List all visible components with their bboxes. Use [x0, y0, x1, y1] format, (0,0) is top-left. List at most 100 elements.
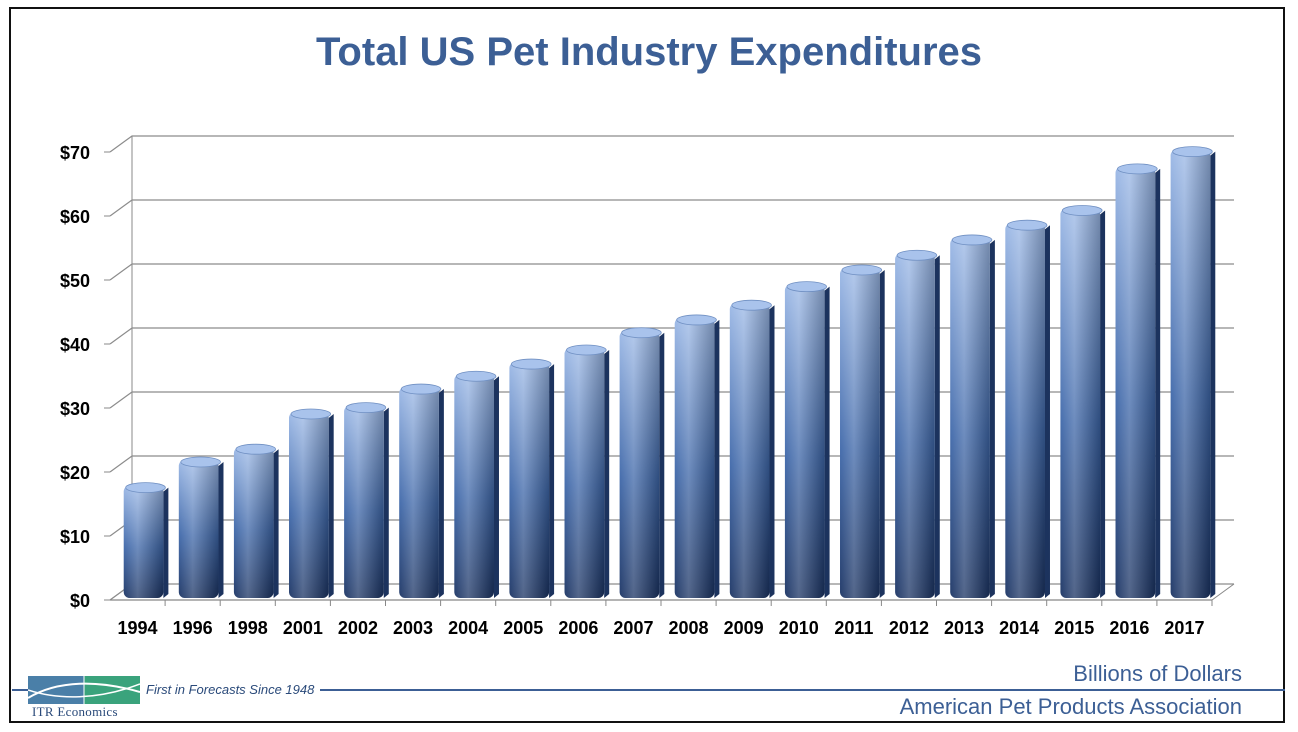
bar-side [1044, 225, 1050, 598]
bar-shine [289, 412, 329, 598]
bar-top [786, 281, 827, 293]
bar-side [659, 332, 665, 598]
bar-side [549, 364, 555, 598]
bar-side [163, 487, 169, 598]
bar-top [1172, 146, 1213, 158]
bar-shine [729, 303, 770, 598]
bar-side [604, 350, 610, 598]
bar [729, 299, 775, 598]
grid-line [109, 135, 1234, 153]
units-note: Billions of Dollars [1067, 661, 1242, 687]
bar [840, 264, 885, 598]
bar [289, 408, 334, 598]
x-tick-label: 2015 [1054, 618, 1094, 638]
y-tick-label: $0 [70, 591, 90, 611]
bar-shine [674, 317, 715, 598]
x-tick-label: 2004 [448, 618, 488, 638]
bar-side [714, 319, 720, 598]
x-tick-label: 2017 [1164, 618, 1204, 638]
bar-shine [784, 284, 825, 598]
y-tick-label: $30 [60, 399, 90, 419]
x-tick-label: 1996 [173, 618, 213, 638]
bar [233, 443, 279, 598]
chart-title: Total US Pet Industry Expenditures [315, 30, 983, 74]
bar-top [235, 443, 276, 455]
bar-shine [178, 460, 219, 598]
bar [454, 370, 499, 598]
bar-top [1117, 163, 1158, 175]
bar-side [1210, 151, 1216, 598]
bar [950, 234, 995, 599]
bar-top [621, 327, 662, 339]
footer-divider [12, 689, 1285, 691]
y-axis-ticks: $0 $10 $20 $30 $40 $50 $60 $70 [60, 143, 110, 611]
y-tick-label: $50 [60, 271, 90, 291]
bar-top [345, 402, 387, 414]
bars [123, 146, 1216, 599]
bar-top [511, 358, 552, 370]
bar-shine [1115, 166, 1156, 598]
bar-top [455, 370, 497, 382]
bar [1005, 219, 1050, 598]
bar-top [896, 249, 938, 261]
bar-top [180, 456, 221, 468]
x-tick-label: 2014 [999, 618, 1039, 638]
x-tick-label: 2013 [944, 618, 984, 638]
bar-side [879, 270, 885, 598]
bar-shine [1005, 223, 1045, 598]
x-tick-label: 2009 [724, 618, 764, 638]
y-tick-label: $60 [60, 207, 90, 227]
bar-top [676, 314, 717, 326]
grid-line [109, 199, 1234, 217]
bar [123, 482, 169, 598]
x-tick-label: 2003 [393, 618, 433, 638]
bar [1170, 146, 1216, 598]
source-note: American Pet Products Association [893, 694, 1242, 720]
bar-side [438, 389, 444, 598]
bar-shine [344, 405, 384, 598]
bar-shine [840, 268, 880, 598]
bar-shine [895, 253, 935, 598]
bar [564, 344, 610, 598]
bar-top [566, 344, 607, 356]
x-tick-label: 2012 [889, 618, 929, 638]
bar [509, 358, 555, 598]
bar-shine [1060, 208, 1101, 599]
bar-top [841, 264, 883, 276]
x-tick-label: 2001 [283, 618, 323, 638]
bar-side [934, 255, 940, 598]
tagline: First in Forecasts Since 1948 [140, 682, 321, 697]
bar-shine [233, 447, 274, 598]
bar [178, 456, 224, 598]
logo-text: ITR Economics [30, 704, 120, 720]
grid-line [109, 263, 1234, 281]
x-tick-label: 2002 [338, 618, 378, 638]
bar-top [951, 234, 993, 246]
bar-top [1006, 219, 1048, 231]
y-tick-label: $40 [60, 335, 90, 355]
bar [344, 402, 389, 598]
itr-logo [28, 676, 140, 704]
bar-side [493, 376, 499, 598]
bar-shine [619, 330, 660, 598]
x-tick-label: 1998 [228, 618, 268, 638]
x-axis-ticks: 1994 1996 1998 2001 2002 2003 2004 2005 2006 2007… [118, 600, 1213, 638]
bar-shine [454, 374, 494, 598]
bar [674, 314, 720, 598]
bar-shine [399, 387, 439, 598]
bar-side [218, 462, 224, 598]
x-tick-label: 2007 [613, 618, 653, 638]
bar-top [125, 482, 166, 494]
bar-shine [123, 485, 164, 598]
bar-shine [1170, 149, 1211, 598]
bar-side [769, 305, 775, 598]
x-tick-label: 2006 [558, 618, 598, 638]
bar-shine [950, 237, 990, 599]
floor-edge [1211, 583, 1235, 601]
bar-side [383, 407, 389, 598]
x-tick-label: 2005 [503, 618, 543, 638]
x-tick-label: 2010 [779, 618, 819, 638]
bar [399, 383, 444, 598]
x-tick-label: 2016 [1109, 618, 1149, 638]
